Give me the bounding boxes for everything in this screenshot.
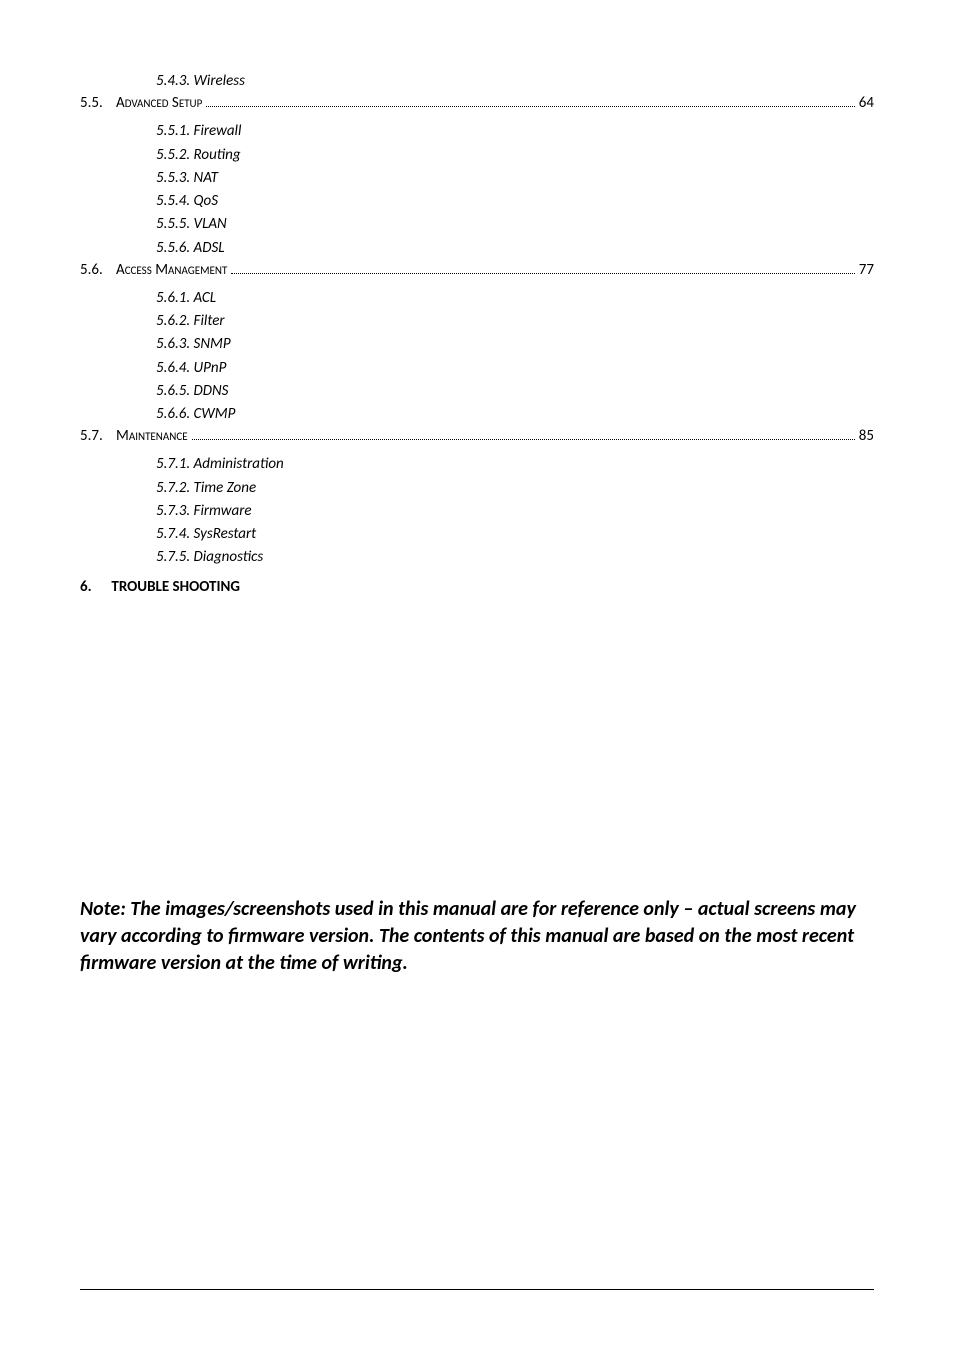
toc-section-label: Advanced Setup (116, 93, 202, 114)
document-page: 5.4.3. Wireless 5.5. Advanced Setup 64 5… (0, 0, 954, 1350)
toc-dots (231, 263, 854, 274)
toc-chapter-title: TROUBLE SHOOTING (111, 578, 240, 596)
toc-page-num: 64 (859, 93, 874, 114)
toc-sub-item: 5.7.3. Firmware (156, 500, 874, 523)
toc-sub-item: 5.7.1. Administration (156, 453, 874, 476)
toc-sub-item: 5.7.4. SysRestart (156, 523, 874, 546)
toc-label-part: A (116, 94, 125, 112)
toc-sub-item: 5.7.5. Diagnostics (156, 546, 874, 569)
toc-sub-item: 5.7.2. Time Zone (156, 477, 874, 500)
toc-chapter: 6. TROUBLE SHOOTING (80, 578, 874, 596)
toc-sub-item: 5.5.3. NAT (156, 167, 874, 190)
toc-label-part: M (155, 261, 168, 279)
toc-label-part: aintenance (129, 427, 188, 445)
footer-rule (80, 1289, 874, 1290)
toc-sub-item: 5.5.5. VLAN (156, 213, 874, 236)
toc-section-num: 5.7. (80, 426, 116, 447)
toc-sub-item: 5.6.1. ACL (156, 287, 874, 310)
toc-sub-item: 5.6.6. CWMP (156, 403, 874, 426)
toc-sub-item: 5.6.2. Filter (156, 310, 874, 333)
toc-section-num: 5.6. (80, 260, 116, 281)
toc-label-part: A (116, 261, 125, 279)
toc-label-part: etup (179, 94, 202, 112)
toc-sub-item: 5.6.3. SNMP (156, 333, 874, 356)
toc-sub-item: 5.5.1. Firewall (156, 120, 874, 143)
toc-section-line: 5.6. Access Management 77 (80, 260, 874, 281)
toc-section-label: Maintenance (116, 426, 188, 447)
note-text: Note: The images/screenshots used in thi… (80, 896, 874, 977)
toc-sub-item: 5.6.4. UPnP (156, 357, 874, 380)
toc-label-part: dvanced (125, 94, 172, 112)
toc-dots (206, 97, 854, 108)
toc-section-label: Access Management (116, 260, 227, 281)
toc-label-part: anagement (168, 261, 227, 279)
toc-dots (192, 430, 855, 441)
toc-sub-item: 5.5.4. QoS (156, 190, 874, 213)
toc-label-part: ccess (125, 261, 156, 279)
toc-page-num: 85 (859, 426, 874, 447)
toc-sub-item: 5.5.2. Routing (156, 144, 874, 167)
toc-sub-item: 5.4.3. Wireless (156, 70, 874, 93)
toc-sub-item: 5.6.5. DDNS (156, 380, 874, 403)
toc-section-num: 5.5. (80, 93, 116, 114)
toc-page-num: 77 (859, 260, 874, 281)
toc-sub-item: 5.5.6. ADSL (156, 237, 874, 260)
toc-section-line: 5.5. Advanced Setup 64 (80, 93, 874, 114)
toc-label-part: S (172, 94, 179, 112)
toc-section-line: 5.7. Maintenance 85 (80, 426, 874, 447)
toc-label-part: M (116, 427, 129, 445)
toc-chapter-num: 6. (80, 578, 108, 596)
